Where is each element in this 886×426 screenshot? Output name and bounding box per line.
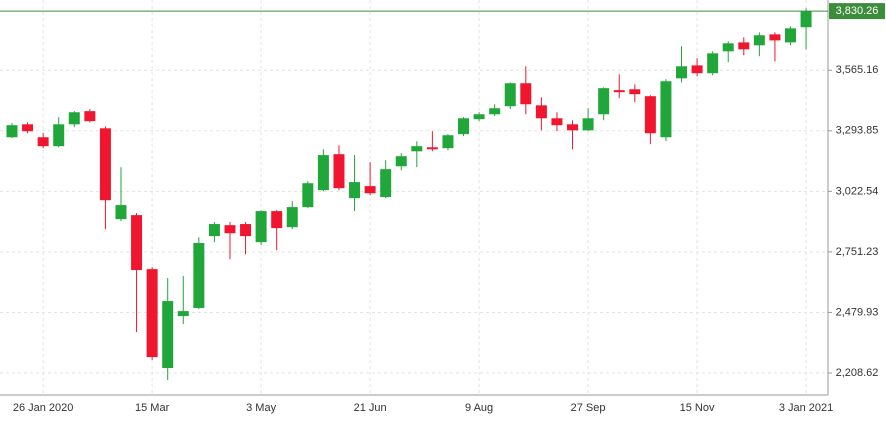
candle-body — [660, 81, 672, 138]
last-price-box — [829, 3, 885, 20]
candle-body — [535, 105, 547, 119]
candle-body — [676, 66, 688, 79]
candle-body — [458, 118, 470, 135]
candle-body — [551, 118, 563, 126]
candle-body — [68, 112, 80, 125]
x-tick-label: 9 Aug — [465, 402, 493, 414]
candle-body — [302, 183, 314, 208]
candle-body — [473, 114, 485, 120]
candle-body — [224, 225, 236, 234]
candle-body — [520, 83, 532, 105]
candle-body — [598, 88, 610, 115]
candle-body — [380, 169, 392, 198]
candle-body — [286, 207, 298, 228]
candle-body — [753, 35, 765, 46]
candle-body — [146, 269, 158, 358]
y-tick-label: 3,565.16 — [836, 64, 879, 76]
candle-body — [6, 125, 18, 138]
candle-body — [208, 224, 220, 237]
candle-body — [22, 124, 34, 132]
y-tick-label: 2,479.93 — [836, 306, 879, 318]
candle-body — [629, 89, 641, 95]
candle-body — [613, 90, 625, 93]
candle-body — [193, 243, 205, 308]
candle-body — [738, 42, 750, 50]
candle-body — [691, 65, 703, 74]
candle-body — [567, 124, 579, 131]
candle-body — [84, 111, 96, 122]
candle-body — [442, 135, 454, 149]
candle-body — [255, 211, 267, 243]
candle-body — [395, 156, 407, 167]
x-tick-label: 3 Jan 2021 — [779, 402, 833, 414]
last-price-label: 3,830.26 — [836, 5, 879, 17]
candle-body — [722, 43, 734, 52]
y-tick-label: 3,022.54 — [836, 185, 879, 197]
x-tick-label: 3 May — [246, 402, 276, 414]
candle-body — [115, 205, 127, 220]
x-tick-label: 26 Jan 2020 — [13, 402, 74, 414]
candle-body — [131, 215, 143, 271]
candle-body — [53, 124, 65, 147]
candle-body — [582, 118, 594, 131]
y-tick-label: 2,208.62 — [836, 367, 879, 379]
candle-body — [426, 147, 438, 150]
candle-body — [349, 182, 361, 199]
candle-body — [240, 224, 252, 237]
candle-body — [769, 34, 781, 41]
candle-body — [707, 53, 719, 74]
candle-body — [644, 96, 656, 134]
candle-body — [785, 28, 796, 43]
y-tick-label: 3,293.85 — [836, 125, 879, 137]
candle-body — [37, 137, 49, 147]
candle-body — [504, 83, 516, 107]
candle-body — [271, 211, 283, 229]
x-tick-label: 15 Mar — [135, 402, 170, 414]
x-tick-label: 27 Sep — [571, 402, 606, 414]
candle-body — [177, 311, 189, 316]
x-tick-label: 21 Jun — [354, 402, 387, 414]
candle-body — [411, 146, 423, 152]
x-tick-label: 15 Nov — [680, 402, 715, 414]
y-tick-label: 2,751.23 — [836, 246, 879, 258]
candle-body — [99, 128, 111, 201]
candle-body — [162, 301, 174, 368]
candle-body — [800, 11, 812, 28]
candle-body — [317, 155, 329, 191]
candle-body — [333, 154, 345, 189]
candle-body — [364, 186, 376, 194]
candle-body — [489, 108, 501, 115]
